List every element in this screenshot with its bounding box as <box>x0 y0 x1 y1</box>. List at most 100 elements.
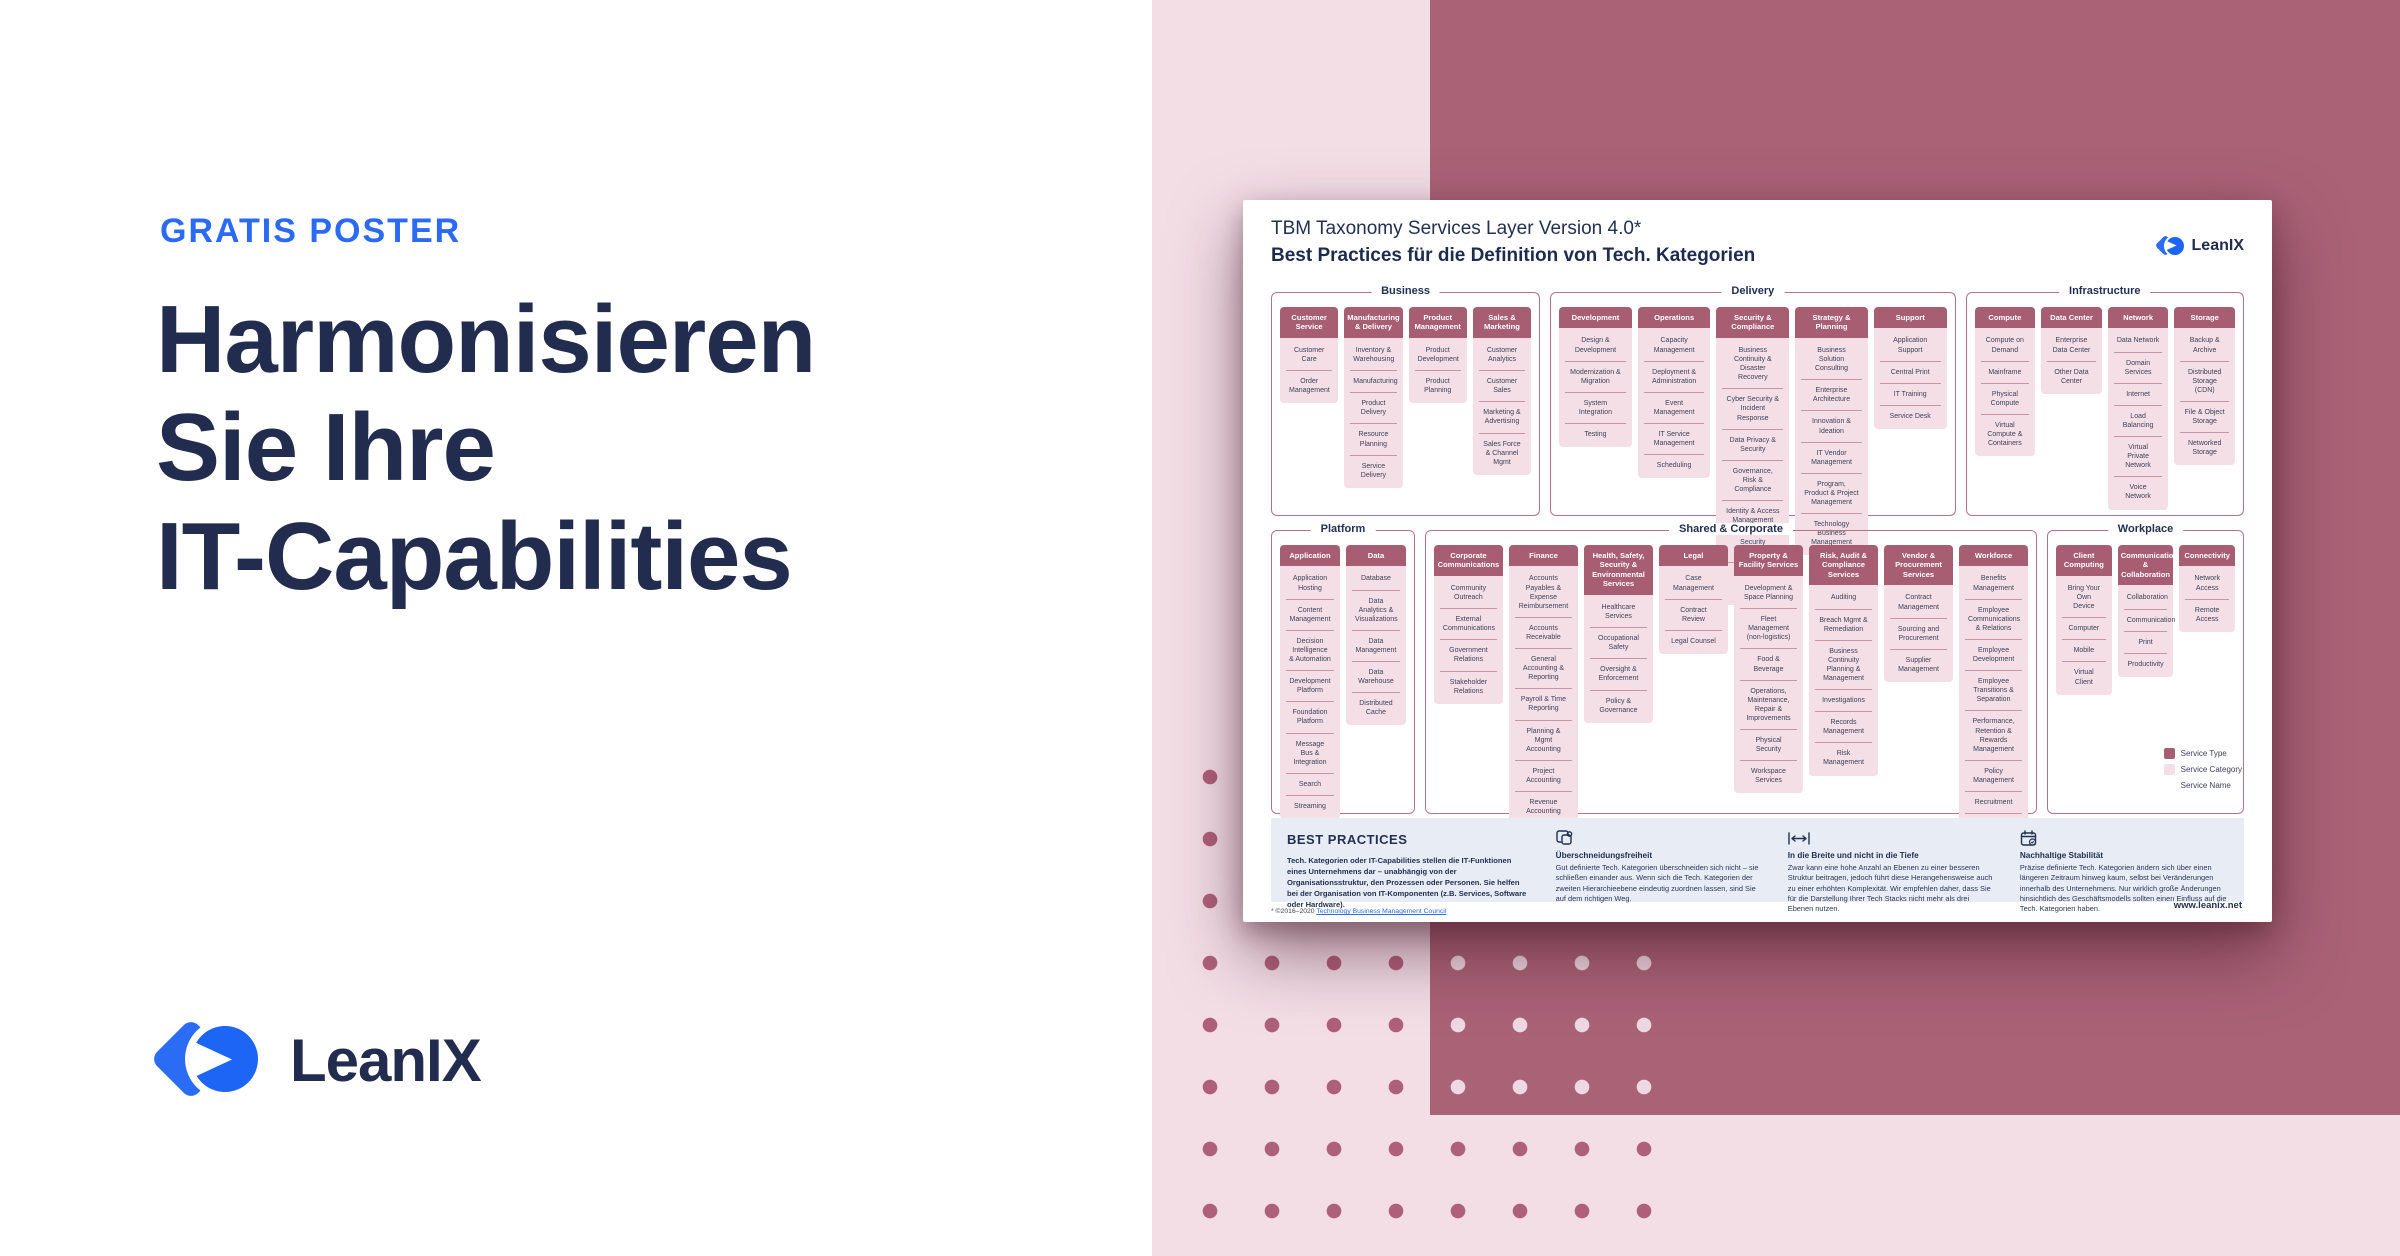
service-name: Domain Services <box>2113 351 2163 383</box>
service-name: Customer Care <box>1293 346 1325 364</box>
service-name: Food & Beverage <box>1739 648 1797 679</box>
service-name: Scheduling <box>1643 454 1705 476</box>
service-name: Case Management <box>1673 575 1714 592</box>
service-list: Backup & Archive Distributed Storage (CDN… <box>2174 328 2235 466</box>
service-category-header: Compute <box>1974 307 2036 329</box>
service-category-column: Corporate Communications Community Outre… <box>1433 545 1503 704</box>
service-name: IT Training <box>1879 382 1941 405</box>
taxonomy-section: Shared & Corporate Corporate Communicati… <box>1424 523 2038 869</box>
service-name: Accounts Payables & Expense Reimbursemen… <box>1518 575 1569 610</box>
taxonomy-section: Delivery Development Design & Developmen… <box>1550 285 1956 605</box>
service-name: Print <box>2123 630 2168 653</box>
service-category-column: Operations Capacity Management Deployment… <box>1637 307 1711 479</box>
service-category-column: Property & Facility Services Development… <box>1733 545 1803 794</box>
service-name: Resource Planning <box>1350 423 1397 454</box>
service-name: Data Warehouse <box>1351 661 1400 692</box>
service-list: Customer Care Order Management <box>1280 337 1339 404</box>
service-name: Cyber Security & Incident Response <box>1722 388 1784 428</box>
section-columns: Corporate Communications Community Outre… <box>1426 531 2036 876</box>
breadth-icon <box>1788 830 1996 847</box>
service-category-column: Legal Case Management Contract Review Lega… <box>1658 545 1728 654</box>
service-name: Sourcing and Procurement <box>1890 617 1948 649</box>
service-name: Policy Management <box>1965 759 2023 791</box>
service-category-header: Vendor & Procurement Services <box>1884 545 1954 586</box>
poster-subtitle: Best Practices für die Definition von Te… <box>1271 245 1756 266</box>
service-name: Physical Security <box>1739 729 1797 760</box>
service-name: Recruitment <box>1965 790 2023 813</box>
poster-leanix-logo-text: LeanIX <box>2191 236 2244 254</box>
service-category-column: Data Database Data Analytics & Visualizat… <box>1345 545 1406 726</box>
footnote-prefix: * ©2016–2020 <box>1271 908 1317 915</box>
service-name: Fleet Management (non-logistics) <box>1739 608 1797 648</box>
service-name: Central Print <box>1879 360 1941 383</box>
website-link[interactable]: www.leanix.net <box>2173 900 2242 911</box>
service-name: Workspace Services <box>1739 760 1797 791</box>
service-name: Records Management <box>1815 711 1873 742</box>
best-practices-band: BEST PRACTICES Tech. Kategorien oder IT-… <box>1271 818 2244 913</box>
service-name: Business Continuity Planning & Managemen… <box>1815 639 1873 689</box>
section-title: Shared & Corporate <box>1669 523 1793 535</box>
service-name: Inventory & Warehousing <box>1353 346 1395 364</box>
leanix-logo: LeanIX <box>149 1010 482 1110</box>
service-list: Inventory & Warehousing Manufacturing Prod… <box>1344 337 1403 488</box>
service-name: Testing <box>1565 423 1626 445</box>
service-name: Investigations <box>1815 689 1873 711</box>
legend: Service Type Service Category Service Na… <box>2163 748 2242 791</box>
service-name: Employee Communications & Relations <box>1965 598 2023 639</box>
section-title: Delivery <box>1721 285 1785 297</box>
service-name: Revenue Accounting <box>1514 790 1572 822</box>
service-category-column: Product Management Product Development Pr… <box>1408 307 1467 404</box>
service-category-header: Data Center <box>2041 307 2102 329</box>
poster-leanix-logo: LeanIX <box>2154 224 2244 267</box>
tip-text: Präzise definierte Tech. Kategorien ände… <box>2019 863 2227 914</box>
service-name: Distributed Storage (CDN) <box>2180 360 2229 401</box>
service-name: Load Balancing <box>2113 404 2163 436</box>
service-name: Contract Review <box>1664 598 1722 630</box>
service-name: Virtual Private Network <box>2113 436 2163 476</box>
service-name: Mobile <box>2062 639 2106 661</box>
service-category-column: Support Application Support Central Print… <box>1873 307 1947 429</box>
tbm-council-link[interactable]: Technology Business Management Council <box>1316 908 1447 915</box>
taxonomy-section: Workplace Client Computing Bring Your Ow… <box>2047 523 2244 814</box>
service-category-header: Network <box>2107 307 2169 329</box>
service-name: Manufacturing <box>1350 370 1398 392</box>
service-name: Sales Force & Channel Mgmt <box>1478 432 1526 473</box>
section-title: Workplace <box>2107 523 2184 535</box>
service-category-header: Manufacturing & Delivery <box>1344 307 1403 338</box>
service-category-header: Corporate Communications <box>1433 545 1503 576</box>
section-title: Business <box>1371 285 1441 297</box>
service-category-header: Storage <box>2174 307 2235 329</box>
legend-label: Service Type <box>2180 749 2227 758</box>
copyright-footnote: * ©2016–2020 Technology Business Managem… <box>1271 908 1446 915</box>
service-name: Application Support <box>1893 337 1928 354</box>
service-name: Data Privacy & Security <box>1722 428 1784 460</box>
service-name: Streaming <box>1286 794 1334 817</box>
service-name: Voice Network <box>2113 476 2163 507</box>
service-category-header: Legal <box>1658 545 1728 567</box>
calendar-check-icon <box>2020 830 2228 847</box>
service-name: Benefits Management <box>1973 575 2014 592</box>
service-name: Mainframe <box>1980 360 2030 383</box>
tip-column: Überschneidungsfreiheit Gut definierte T… <box>1556 830 1764 903</box>
service-category-header: Product Management <box>1408 307 1467 338</box>
legend-label: Service Category <box>2180 765 2242 774</box>
service-category-column: Risk, Audit & Compliance Services Auditi… <box>1809 545 1879 776</box>
service-name: Contract Management <box>1898 594 1939 611</box>
service-name: Supplier Management <box>1890 648 1948 680</box>
service-name: Customer Analytics <box>1486 346 1518 364</box>
section-columns: Customer Service Customer Care Order Mana… <box>1272 293 1539 496</box>
service-category-header: Sales & Marketing <box>1472 307 1532 338</box>
legend-swatch-icon <box>2163 764 2175 775</box>
section-title: Infrastructure <box>2059 285 2151 297</box>
headline: Harmonisieren Sie Ihre IT-Capabilities <box>156 286 816 611</box>
legend-item: Service Type <box>2163 748 2242 759</box>
tip-text: Gut definierte Tech. Kategorien überschn… <box>1555 863 1759 904</box>
service-name: Customer Sales <box>1478 370 1526 401</box>
service-name: Business Solution Consulting <box>1814 346 1849 373</box>
service-name: Data Management <box>1351 629 1400 661</box>
service-name: Policy & Governance <box>1589 689 1647 721</box>
service-name: Search <box>1286 772 1334 795</box>
taxonomy-row-1: Business Customer Service Customer Care O… <box>1271 285 2244 605</box>
service-name: External Communications <box>1439 608 1497 639</box>
